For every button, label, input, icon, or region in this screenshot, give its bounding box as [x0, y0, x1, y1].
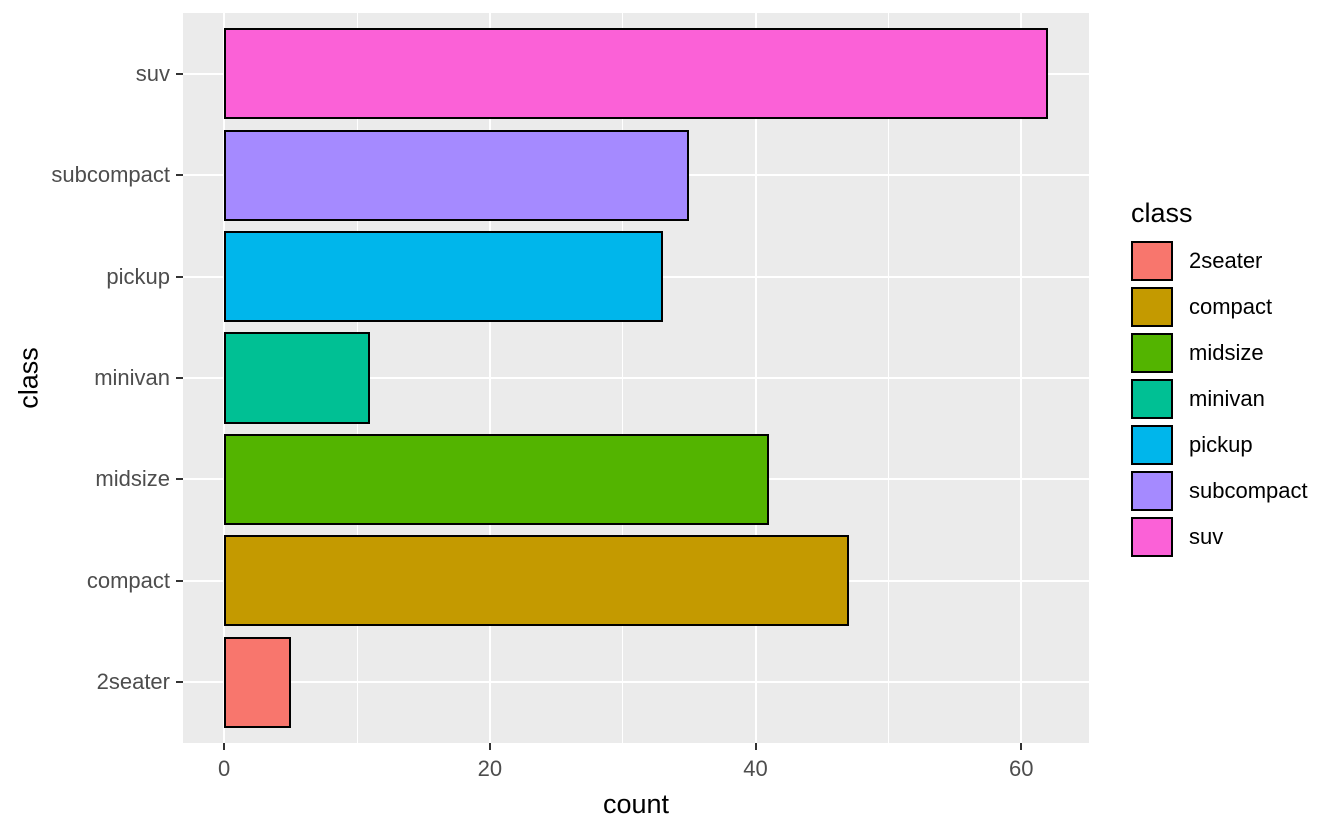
legend-label-compact: compact [1189, 294, 1273, 319]
x-tick-label-0: 0 [218, 756, 231, 781]
y-tick-2seater [176, 681, 183, 684]
bar-suv [224, 28, 1048, 120]
y-tick-minivan [176, 377, 183, 379]
plot-panel [183, 13, 1089, 743]
x-tick-0 [223, 743, 226, 750]
legend-label-pickup: pickup [1189, 432, 1253, 457]
bar-subcompact [224, 129, 690, 221]
legend-key-2seater [1131, 241, 1173, 281]
legend-label-suv: suv [1189, 524, 1224, 549]
x-tick-label-20: 20 [477, 756, 503, 781]
bar-minivan [224, 332, 371, 424]
bar-midsize [224, 433, 769, 525]
x-tick-60 [1020, 743, 1023, 750]
legend-label-minivan: minivan [1189, 386, 1265, 411]
legend-entry-suv: suv [1131, 517, 1308, 557]
legend-entries: 2seater compact midsize minivan pickup subcom… [1131, 241, 1308, 557]
legend-entry-compact: compact [1131, 287, 1308, 327]
legend-entry-minivan: minivan [1131, 379, 1308, 419]
y-tick-label-suv: suv [135, 60, 170, 86]
y-tick-label-subcompact: subcompact [51, 162, 170, 188]
legend-key-compact [1131, 287, 1173, 327]
legend-label-subcompact: subcompact [1189, 478, 1308, 503]
gridline-major-y-2seater [183, 681, 1089, 684]
y-tick-label-midsize: midsize [95, 466, 170, 492]
legend-key-pickup [1131, 425, 1173, 465]
legend-key-subcompact [1131, 471, 1173, 511]
legend-entry-midsize: midsize [1131, 333, 1308, 373]
y-tick-midsize [176, 478, 183, 481]
y-tick-pickup [176, 275, 183, 278]
legend-entry-2seater: 2seater [1131, 241, 1308, 281]
bar-compact [224, 535, 849, 627]
legend-title: class [1131, 198, 1193, 228]
bar-2seater [224, 636, 291, 728]
x-tick-label-60: 60 [1008, 756, 1034, 781]
y-tick-label-compact: compact [86, 567, 170, 593]
y-tick-label-pickup: pickup [106, 263, 170, 289]
legend-label-2seater: 2seater [1189, 248, 1263, 273]
legend: class 2seater compact midsize minivan pickup… [1131, 198, 1308, 563]
y-tick-label-2seater: 2seater [96, 669, 170, 695]
legend-key-suv [1131, 517, 1173, 557]
legend-entry-pickup: pickup [1131, 425, 1308, 465]
x-tick-20 [488, 743, 491, 750]
y-tick-subcompact [176, 174, 183, 177]
y-tick-label-minivan: minivan [94, 365, 170, 390]
legend-label-midsize: midsize [1189, 340, 1264, 365]
legend-key-minivan [1131, 379, 1173, 419]
gridline-major-y-minivan [183, 377, 1089, 379]
legend-entry-subcompact: subcompact [1131, 471, 1308, 511]
x-axis-title: count [602, 789, 670, 819]
y-tick-suv [176, 72, 183, 75]
legend-key-midsize [1131, 333, 1173, 373]
bar-pickup [224, 230, 663, 323]
x-tick-label-40: 40 [743, 756, 768, 781]
y-axis-title: class [13, 347, 44, 409]
x-tick-40 [754, 743, 757, 750]
y-tick-compact [176, 579, 183, 582]
